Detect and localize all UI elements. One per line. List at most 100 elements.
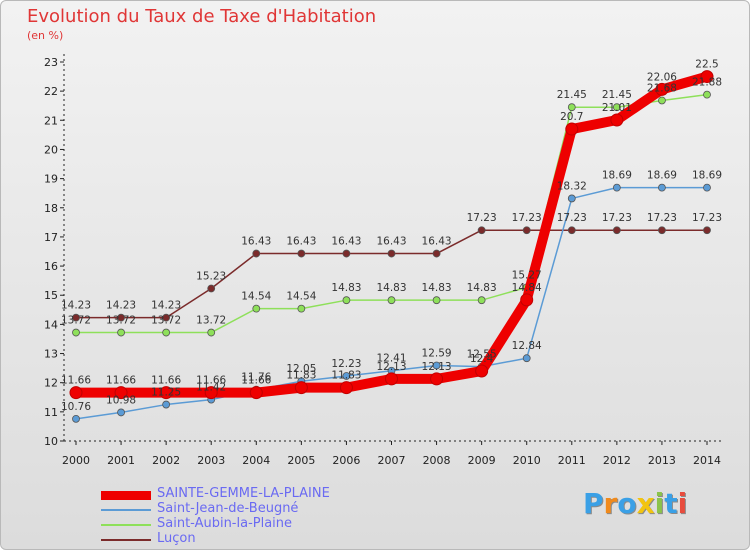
- data-point: [522, 354, 531, 363]
- data-label: 12.41: [376, 353, 406, 365]
- data-point: [207, 328, 216, 337]
- data-label: 11.66: [196, 375, 226, 387]
- x-tick-label: 2006: [332, 454, 360, 467]
- data-label: 14.54: [286, 291, 316, 303]
- data-label: 11.42: [196, 382, 226, 394]
- data-point: [162, 328, 171, 337]
- y-tick-label: 22: [44, 85, 58, 98]
- data-point: [297, 249, 306, 258]
- legend-label: SAINTE-GEMME-LA-PLAINE: [157, 486, 330, 501]
- data-label: 21.01: [602, 102, 632, 114]
- data-label: 11.83: [286, 370, 316, 382]
- data-point: [658, 226, 666, 235]
- data-label: 14.23: [61, 300, 91, 312]
- logo-letter: x: [636, 487, 655, 520]
- data-label: 13.72: [106, 315, 136, 327]
- y-tick-label: 15: [44, 289, 58, 302]
- data-point: [117, 313, 125, 322]
- data-label: 16.43: [286, 236, 316, 248]
- data-point: [207, 284, 216, 293]
- legend-swatch: [101, 490, 151, 500]
- data-label: 12.05: [286, 363, 316, 375]
- data-point: [565, 122, 579, 136]
- data-label: 12.13: [422, 361, 452, 373]
- axes: 10 11 12 13 14 15 16 17 18 19 20 21 22 23 2000 2001 2002…: [44, 54, 723, 467]
- chart-title: Evolution du Taux de Taxe d'Habitation: [27, 6, 377, 27]
- data-label: 12.13: [376, 361, 406, 373]
- data-point: [430, 372, 444, 386]
- data-label: 18.32: [557, 180, 587, 192]
- data-point: [655, 82, 669, 96]
- proxiti-logo: Proxiti: [583, 487, 687, 520]
- legend-swatch: [101, 539, 151, 541]
- data-label: 11.66: [151, 375, 181, 387]
- x-tick-label: 2004: [242, 454, 270, 467]
- data-label: 16.43: [331, 236, 361, 248]
- data-label: 17.23: [557, 212, 587, 224]
- data-point: [475, 364, 489, 378]
- data-point: [159, 386, 173, 400]
- legend-label: Saint-Aubin-la-Plaine: [157, 516, 293, 531]
- data-point: [612, 103, 621, 112]
- y-tick-label: 12: [44, 377, 58, 390]
- data-point: [432, 296, 441, 305]
- data-point: [520, 293, 534, 307]
- data-point: [610, 113, 624, 127]
- data-point: [567, 194, 576, 203]
- x-tick-label: 2002: [152, 454, 180, 467]
- x-tick-label: 2003: [197, 454, 225, 467]
- series-1: [72, 90, 711, 337]
- data-label: 12.4: [470, 353, 494, 365]
- data-point: [432, 361, 441, 370]
- data-label: 12.84: [512, 340, 542, 352]
- data-label: 11.83: [331, 370, 361, 382]
- data-point: [477, 296, 486, 305]
- line-chart: 10 11 12 13 14 15 16 17 18 19 20 21 22 23 2000 2001 2002…: [44, 54, 723, 467]
- data-point: [72, 313, 80, 322]
- x-tick-label: 2005: [287, 454, 315, 467]
- data-point: [294, 381, 308, 395]
- data-point: [249, 386, 263, 400]
- series-3: [69, 70, 714, 400]
- data-point: [114, 386, 128, 400]
- y-tick-label: 11: [44, 406, 58, 419]
- data-point: [522, 226, 531, 235]
- data-label: 14.54: [241, 291, 271, 303]
- data-point: [339, 381, 353, 395]
- y-tick-label: 18: [44, 202, 58, 215]
- x-tick-label: 2001: [107, 454, 135, 467]
- data-label: 17.23: [467, 212, 497, 224]
- unit-label: (en %): [27, 29, 64, 42]
- legend-label: Luçon: [157, 531, 196, 546]
- data-point: [342, 296, 351, 305]
- data-point: [658, 183, 666, 192]
- data-point: [387, 296, 396, 305]
- data-label: 15.23: [196, 271, 226, 283]
- data-label: 18.69: [647, 170, 677, 182]
- data-label: 13.72: [196, 315, 226, 327]
- data-label: 16.43: [241, 236, 271, 248]
- y-tick-label: 14: [44, 318, 58, 331]
- logo-letter: t: [664, 487, 678, 520]
- data-label: 18.69: [692, 170, 722, 182]
- x-tick-label: 2007: [378, 454, 406, 467]
- data-label: 11.76: [241, 372, 271, 384]
- data-point: [385, 372, 398, 386]
- y-tick-label: 23: [44, 56, 58, 69]
- data-label: 14.83: [376, 282, 406, 294]
- data-label: 12.55: [467, 349, 497, 361]
- data-point: [703, 183, 711, 192]
- data-label: 18.69: [602, 170, 632, 182]
- y-tick-label: 16: [44, 260, 58, 273]
- data-point: [69, 386, 83, 400]
- y-tick-label: 21: [44, 114, 58, 127]
- y-tick-label: 17: [44, 231, 58, 244]
- data-point: [72, 414, 80, 423]
- x-tick-label: 2014: [693, 454, 721, 467]
- x-tick-label: 2011: [558, 454, 586, 467]
- data-label: 17.23: [692, 212, 722, 224]
- data-point: [432, 249, 441, 258]
- y-tick-label: 10: [44, 435, 58, 448]
- series-layer: [69, 70, 714, 423]
